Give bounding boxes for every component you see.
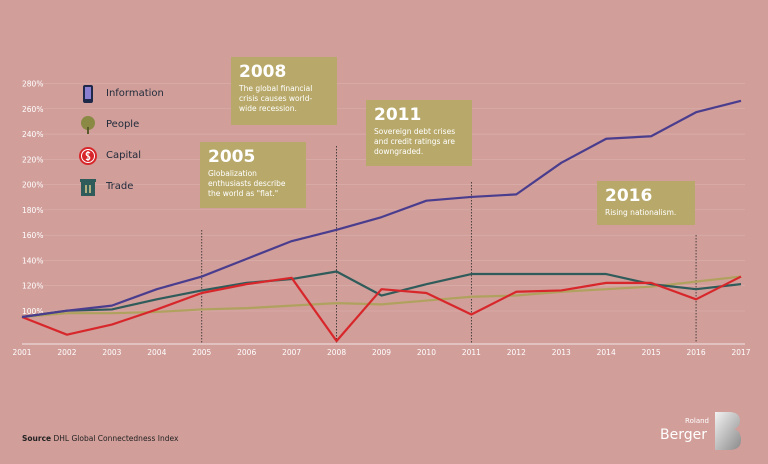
brand-logo: Roland Berger xyxy=(650,405,745,455)
legend-label: Information xyxy=(106,88,164,99)
legend-item-people: People xyxy=(78,109,164,140)
y-tick-label: 160% xyxy=(22,231,43,240)
y-tick-label: 220% xyxy=(22,155,43,164)
callout-year: 2011 xyxy=(374,105,422,125)
legend-item-information: Information xyxy=(78,78,164,109)
y-tick-label: 280% xyxy=(22,79,43,88)
callout-year: 2016 xyxy=(605,186,653,206)
series-line-trade xyxy=(21,270,742,319)
source-label: Source xyxy=(22,434,52,443)
callout-text: Globalization enthusiasts describe the w… xyxy=(208,169,286,198)
callout-text: The global financial crisis causes world… xyxy=(239,84,313,113)
brand-bottom: Berger xyxy=(660,427,707,443)
callout-text: Sovereign debt crises and credit ratings… xyxy=(374,127,456,156)
legend-label: Capital xyxy=(106,150,142,161)
callout-2016: 2016 Rising nationalism. xyxy=(597,181,695,225)
x-tick-label: 2013 xyxy=(552,348,571,357)
legend-label: People xyxy=(106,119,140,130)
x-tick-label: 2006 xyxy=(237,348,256,357)
x-tick-label: 2005 xyxy=(192,348,211,357)
x-tick-label: 2007 xyxy=(282,348,301,357)
legend-item-trade: Trade xyxy=(78,171,164,202)
y-tick-label: 140% xyxy=(22,256,43,265)
x-tick-label: 2009 xyxy=(372,348,391,357)
y-tick-label: 260% xyxy=(22,105,43,114)
trash-bin-icon xyxy=(78,177,98,197)
series-line-information xyxy=(21,99,742,319)
callout-year: 2008 xyxy=(239,62,287,82)
series-line-people xyxy=(21,275,742,319)
series-line-capital xyxy=(21,275,742,343)
callout-year: 2005 xyxy=(208,147,256,167)
y-tick-label: 240% xyxy=(22,130,43,139)
phone-icon xyxy=(78,84,98,104)
x-tick-label: 2016 xyxy=(687,348,706,357)
x-tick-label: 2004 xyxy=(147,348,166,357)
x-tick-label: 2014 xyxy=(597,348,616,357)
y-tick-label: 100% xyxy=(22,307,43,316)
callout-2011: 2011 Sovereign debt crises and credit ra… xyxy=(366,100,472,166)
legend-label: Trade xyxy=(106,181,134,192)
y-tick-label: 200% xyxy=(22,181,43,190)
dollar-coin-icon xyxy=(78,146,98,166)
callout-2008: 2008 The global financial crisis causes … xyxy=(231,57,337,125)
x-tick-label: 2003 xyxy=(102,348,121,357)
y-tick-label: 120% xyxy=(22,282,43,291)
x-tick-label: 2010 xyxy=(417,348,436,357)
tree-icon xyxy=(78,115,98,135)
legend: Information People Capital Trade xyxy=(78,78,164,202)
brand-top: Roland xyxy=(685,417,709,425)
callout-2005: 2005 Globalization enthusiasts describe … xyxy=(200,142,306,208)
x-tick-label: 2011 xyxy=(462,348,481,357)
x-tick-label: 2001 xyxy=(12,348,31,357)
legend-item-capital: Capital xyxy=(78,140,164,171)
y-tick-label: 180% xyxy=(22,206,43,215)
x-tick-label: 2002 xyxy=(57,348,76,357)
source-text: DHL Global Connectedness Index xyxy=(53,434,179,443)
x-tick-label: 2015 xyxy=(642,348,661,357)
x-tick-label: 2008 xyxy=(327,348,346,357)
x-tick-label: 2012 xyxy=(507,348,526,357)
x-tick-label: 2017 xyxy=(731,348,750,357)
brand-mark-icon xyxy=(713,410,743,452)
source-note: Source DHL Global Connectedness Index xyxy=(22,434,178,443)
callout-text: Rising nationalism. xyxy=(605,208,677,217)
